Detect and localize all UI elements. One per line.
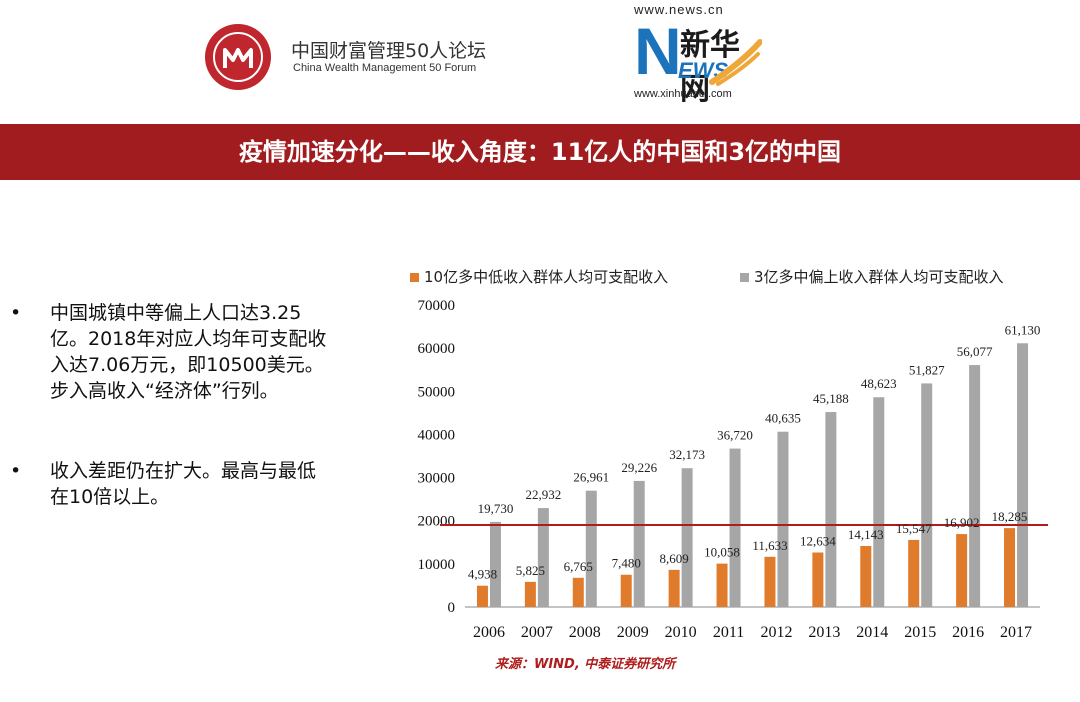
bar-low-2012	[764, 556, 776, 607]
data-label-low: 6,765	[564, 559, 593, 574]
bar-low-2008	[572, 577, 584, 607]
x-tick-label: 2009	[617, 624, 649, 641]
data-label-low: 14,143	[848, 527, 884, 542]
income-chart-svg: 10亿多中低收入群体人均可支配收入 3亿多中偏上收入群体人均可支配收入 0 10000…	[410, 268, 1048, 641]
bar-low-2010	[668, 569, 680, 607]
data-label-high: 61,130	[1005, 322, 1041, 337]
bar-high-2008	[585, 490, 597, 607]
forum-name-cn: 中国财富管理50人论坛	[291, 40, 487, 62]
bullet-text: 中国城镇中等偏上人口达3.25亿。2018年对应人均年可支配收入达7.06万元，…	[50, 302, 327, 402]
bullet-item-2: • 收入差距仍在扩大。最高与最低在10倍以上。	[10, 458, 330, 510]
x-tick-label: 2017	[1000, 624, 1032, 641]
data-label-low: 4,938	[468, 567, 497, 582]
x-tick-label: 2007	[521, 624, 553, 641]
x-tick-label: 2013	[808, 624, 840, 641]
xinhua-name-cn: 新华网	[680, 28, 740, 107]
y-tick-label: 50000	[418, 384, 456, 400]
xinhua-n-letter: N	[634, 14, 682, 88]
x-tick-label: 2014	[856, 624, 888, 641]
y-tick-label: 0	[448, 600, 456, 616]
data-label-low: 18,285	[992, 509, 1028, 524]
data-label-low: 15,547	[896, 521, 932, 536]
bar-low-2013	[812, 552, 824, 607]
y-tick-label: 70000	[418, 298, 456, 314]
x-tick-label: 2006	[473, 624, 505, 641]
page-title: 疫情加速分化——收入角度：11亿人的中国和3亿的中国	[238, 138, 842, 166]
data-label-low: 11,633	[752, 538, 787, 553]
data-label-low: 5,825	[516, 563, 545, 578]
title-bar: 疫情加速分化——收入角度：11亿人的中国和3亿的中国	[0, 124, 1080, 180]
y-tick-label: 10000	[418, 557, 456, 573]
data-label-high: 40,635	[765, 411, 801, 426]
legend-label-1: 10亿多中低收入群体人均可支配收入	[424, 268, 668, 286]
bar-high-2006	[489, 521, 501, 607]
data-label-high: 36,720	[717, 428, 753, 443]
header: 中国财富管理50人论坛 China Wealth Management 50 F…	[0, 0, 1080, 124]
bar-high-2012	[777, 431, 789, 607]
bar-high-2007	[537, 508, 549, 607]
y-tick-label: 30000	[418, 471, 456, 487]
source-note: 来源：WIND, 中泰证券研究所	[495, 657, 676, 672]
bar-high-2013	[825, 412, 837, 607]
legend-swatch-2	[740, 273, 749, 282]
data-label-high: 29,226	[621, 460, 657, 475]
bar-low-2011	[716, 563, 728, 607]
x-tick-label: 2015	[904, 624, 936, 641]
data-label-high: 48,623	[861, 376, 897, 391]
y-tick-label: 40000	[418, 427, 456, 443]
legend-swatch-1	[410, 273, 419, 282]
bar-high-2014	[873, 397, 885, 607]
bar-high-2015	[921, 383, 933, 607]
bar-high-2017	[1017, 343, 1029, 607]
legend-label-2: 3亿多中偏上收入群体人均可支配收入	[754, 268, 1004, 286]
data-label-high: 19,730	[478, 501, 514, 516]
data-label-low: 8,609	[660, 551, 689, 566]
bar-high-2016	[969, 365, 981, 607]
data-label-high: 51,827	[909, 362, 945, 377]
forum-logo: 中国财富管理50人论坛 China Wealth Management 50 F…	[205, 24, 505, 90]
bar-high-2011	[729, 448, 741, 607]
data-label-high: 22,932	[526, 487, 562, 502]
data-label-low: 7,480	[612, 556, 641, 571]
bar-low-2009	[620, 574, 632, 607]
bar-high-2010	[681, 468, 693, 607]
data-label-low: 10,058	[704, 545, 740, 560]
bar-low-2015	[908, 539, 920, 607]
bullet-list: • 中国城镇中等偏上人口达3.25亿。2018年对应人均年可支配收入达7.06万…	[10, 300, 330, 564]
bullet-item-1: • 中国城镇中等偏上人口达3.25亿。2018年对应人均年可支配收入达7.06万…	[10, 300, 330, 404]
data-label-high: 26,961	[573, 470, 609, 485]
x-tick-label: 2016	[952, 624, 984, 641]
bar-low-2014	[860, 545, 872, 607]
forum-emblem-icon	[205, 24, 271, 90]
y-tick-label: 20000	[418, 514, 456, 530]
x-tick-label: 2012	[760, 624, 792, 641]
data-label-high: 45,188	[813, 391, 849, 406]
bullet-text: 收入差距仍在扩大。最高与最低在10倍以上。	[50, 460, 317, 508]
data-label-high: 32,173	[669, 447, 705, 462]
income-chart: 10亿多中低收入群体人均可支配收入 3亿多中偏上收入群体人均可支配收入 0 10000…	[380, 260, 1080, 680]
bar-low-2007	[524, 581, 536, 607]
forum-name-en: China Wealth Management 50 Forum	[293, 62, 477, 74]
xinhua-swoosh-icon	[709, 39, 762, 86]
bar-low-2016	[956, 534, 968, 607]
xinhua-logo: www.news.cn N 新华网 EWS www.xinhuanet.com	[632, 2, 762, 107]
bullet-dot: •	[10, 460, 22, 482]
data-label-high: 56,077	[957, 344, 993, 359]
bar-high-2009	[633, 480, 645, 607]
x-tick-label: 2011	[713, 624, 744, 641]
data-label-low: 16,902	[944, 515, 980, 530]
y-tick-label: 60000	[418, 341, 456, 357]
x-tick-label: 2008	[569, 624, 601, 641]
bar-low-2006	[476, 585, 488, 607]
bullet-dot: •	[10, 302, 22, 324]
xinhua-url-top: www.news.cn	[634, 2, 724, 17]
xinhua-url-bottom: www.xinhuanet.com	[634, 88, 732, 100]
x-tick-label: 2010	[665, 624, 697, 641]
data-label-low: 12,634	[800, 533, 836, 548]
bar-low-2017	[1004, 528, 1016, 607]
